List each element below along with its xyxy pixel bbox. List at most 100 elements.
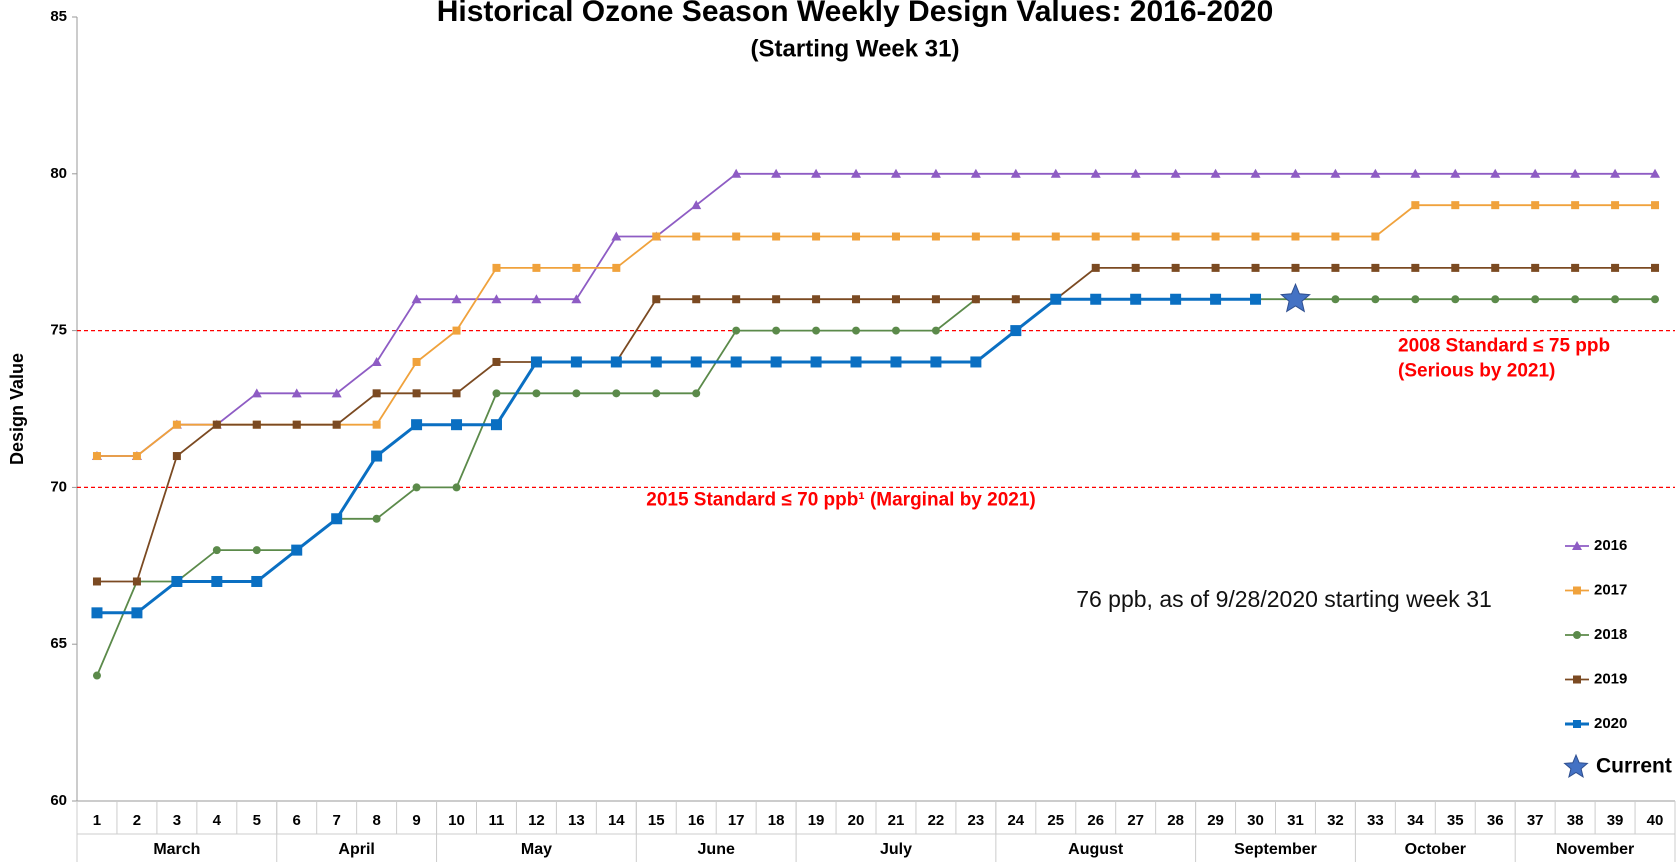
marker <box>371 356 382 366</box>
x-tick-label: 30 <box>1247 812 1264 829</box>
marker <box>890 168 901 178</box>
marker <box>692 295 701 304</box>
marker <box>1010 168 1021 178</box>
marker <box>1211 263 1220 272</box>
legend-label: 2019 <box>1594 670 1627 687</box>
x-tick-label: 27 <box>1127 812 1144 829</box>
legend-marker <box>1563 753 1589 778</box>
marker <box>172 420 181 429</box>
marker <box>1491 201 1500 210</box>
marker <box>812 232 821 241</box>
marker <box>411 419 423 431</box>
marker <box>1531 263 1540 272</box>
marker <box>1250 168 1261 178</box>
marker <box>132 577 141 586</box>
marker <box>931 326 940 335</box>
marker <box>1210 168 1221 178</box>
marker <box>252 420 261 429</box>
x-tick-label: 26 <box>1087 812 1104 829</box>
group-label: July <box>880 841 912 858</box>
group-label: March <box>153 841 200 858</box>
group-label: April <box>338 841 374 858</box>
x-tick-label: 3 <box>173 812 181 829</box>
marker <box>412 357 421 366</box>
marker <box>332 420 341 429</box>
marker <box>1051 232 1060 241</box>
group-label: November <box>1556 841 1634 858</box>
marker <box>372 514 381 523</box>
marker <box>1571 201 1580 210</box>
x-tick-label: 8 <box>372 812 380 829</box>
marker <box>1490 168 1501 178</box>
marker <box>1411 201 1420 210</box>
x-tick-label: 20 <box>848 812 865 829</box>
series-line <box>97 267 1655 583</box>
x-tick-label: 21 <box>888 812 905 829</box>
marker <box>852 232 861 241</box>
marker <box>732 232 741 241</box>
x-tick-label: 28 <box>1167 812 1184 829</box>
marker <box>772 326 781 335</box>
marker <box>1651 263 1660 272</box>
marker <box>1611 201 1620 210</box>
x-tick-label: 4 <box>213 812 222 829</box>
legend-marker <box>1572 541 1582 550</box>
x-tick-label: 6 <box>293 812 301 829</box>
marker <box>212 420 221 429</box>
marker <box>211 575 223 587</box>
marker <box>291 388 302 398</box>
marker <box>930 168 941 178</box>
marker <box>371 450 383 462</box>
marker <box>452 326 461 335</box>
x-tick-label: 11 <box>489 812 505 829</box>
marker <box>490 419 502 431</box>
marker <box>650 356 662 368</box>
marker <box>852 326 861 335</box>
marker <box>971 232 980 241</box>
marker <box>692 232 701 241</box>
legend-label: Current <box>1596 755 1672 778</box>
annotation: 76 ppb, as of 9/28/2020 starting week 31 <box>1076 586 1492 612</box>
x-tick-label: 37 <box>1527 812 1544 829</box>
marker <box>771 168 782 178</box>
marker <box>692 389 701 398</box>
x-tick-label: 1 <box>93 812 101 829</box>
marker <box>1050 168 1061 178</box>
marker <box>572 263 581 272</box>
marker <box>372 389 381 398</box>
marker <box>891 232 900 241</box>
marker <box>570 356 582 368</box>
marker <box>1011 295 1020 304</box>
marker <box>1451 263 1460 272</box>
marker <box>652 295 661 304</box>
marker <box>492 357 501 366</box>
series-line <box>96 298 1655 676</box>
marker <box>970 356 982 368</box>
marker <box>1611 295 1620 304</box>
marker <box>92 452 101 461</box>
marker <box>731 168 742 178</box>
marker <box>1330 168 1341 178</box>
marker <box>1290 168 1301 178</box>
x-tick-label: 22 <box>928 812 945 829</box>
x-tick-label: 33 <box>1367 812 1384 829</box>
marker <box>530 356 542 368</box>
marker <box>571 294 582 304</box>
group-label: June <box>698 841 735 858</box>
marker <box>1251 263 1260 272</box>
marker <box>1491 263 1500 272</box>
marker <box>1170 168 1181 178</box>
marker <box>172 452 181 461</box>
marker <box>890 356 902 368</box>
marker <box>291 544 303 556</box>
x-tick-label: 39 <box>1607 812 1624 829</box>
series-line <box>97 297 1256 615</box>
marker <box>1170 293 1182 305</box>
marker <box>1610 168 1621 178</box>
marker <box>1130 168 1141 178</box>
marker <box>732 295 741 304</box>
marker <box>252 546 261 555</box>
y-tick-label: 85 <box>50 8 67 25</box>
group-label: May <box>521 841 552 858</box>
chart-title: Historical Ozone Season Weekly Design Va… <box>437 0 1274 28</box>
